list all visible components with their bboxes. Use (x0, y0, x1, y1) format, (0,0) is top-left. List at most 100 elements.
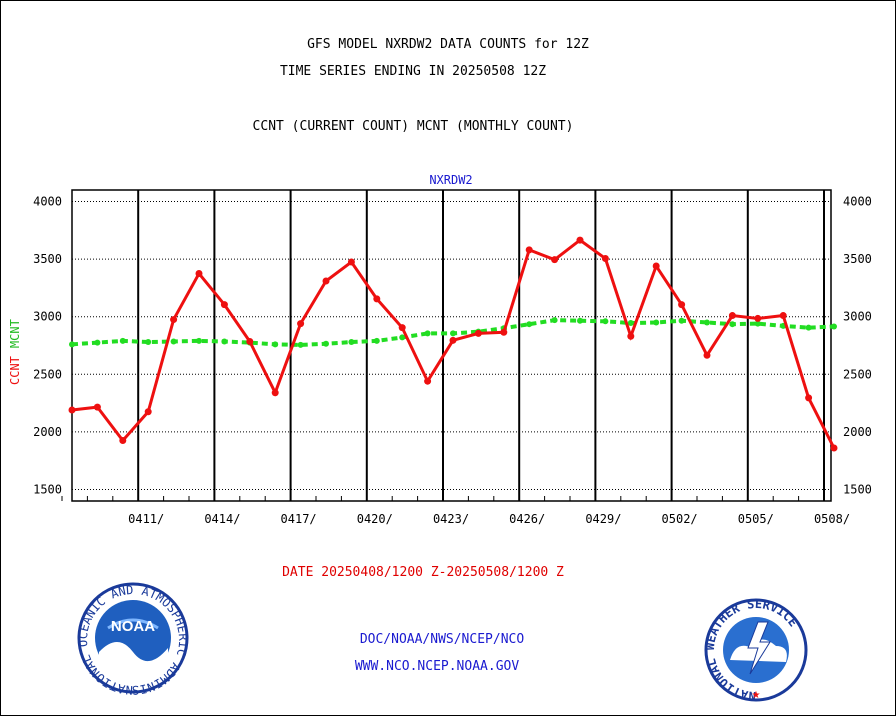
mcnt-point (69, 341, 75, 348)
star-icon: ★ (752, 690, 761, 701)
mcnt-point (145, 339, 152, 346)
ccnt-point (398, 324, 406, 332)
ccnt-point (271, 389, 279, 397)
x-tick-label: 0417/ (281, 512, 317, 526)
page-subtitle: TIME SERIES ENDING IN 20250508 12Z (279, 64, 547, 79)
ccnt-point (322, 277, 330, 285)
nws-logo: NATIONAL WEATHER SERVICE ★ (703, 597, 808, 703)
mcnt-point (729, 321, 736, 328)
ccnt-point (551, 256, 559, 264)
ccnt-line (71, 238, 836, 449)
mcnt-point (196, 337, 202, 344)
website-link[interactable]: WWW.NCO.NCEP.NOAA.GOV (354, 659, 520, 674)
ccnt-point (652, 262, 660, 270)
page-title: GFS MODEL NXRDW2 DATA COUNTS for 12Z (307, 37, 589, 52)
ccnt-point (220, 301, 228, 309)
ccnt-point (830, 444, 838, 452)
ccnt-point (728, 312, 736, 320)
ccnt-series (68, 236, 838, 452)
org-path-link[interactable]: DOC/NOAA/NWS/NCEP/NCO (359, 632, 525, 647)
mcnt-point (602, 318, 609, 325)
ccnt-point (195, 270, 203, 278)
mcnt-point (119, 337, 126, 344)
mcnt-point (450, 330, 456, 337)
ccnt-point (347, 258, 355, 266)
y-tick-label-left: 3500 (33, 252, 62, 266)
y-tick-label-left: 1500 (33, 482, 62, 496)
ccnt-point (525, 246, 533, 254)
x-tick-label: 0420/ (357, 512, 393, 526)
y-tick-label-right: 4000 (843, 195, 872, 209)
mcnt-point (805, 324, 812, 331)
y-tick-label-left: 2500 (33, 367, 62, 381)
mcnt-point (653, 319, 660, 326)
y-tick-label-right: 2500 (843, 367, 872, 381)
ccnt-point (373, 295, 381, 303)
ccnt-point (754, 314, 762, 322)
mcnt-point (526, 321, 533, 328)
y-tick-label-left: 3000 (33, 310, 62, 324)
y-axis-label: CCNT MCNT (8, 319, 22, 385)
ccnt-point (779, 312, 787, 320)
y-tick-label-right: 3000 (843, 310, 872, 324)
mcnt-point (94, 339, 101, 346)
mcnt-point (424, 330, 431, 337)
ccnt-point (576, 236, 584, 244)
mcnt-point (170, 338, 177, 345)
mcnt-point (704, 319, 710, 326)
chart-grid (72, 190, 831, 501)
noaa-logo-text: NOAA (111, 618, 155, 635)
ccnt-point (93, 403, 101, 411)
ccnt-point (678, 301, 686, 309)
ccnt-axis-label: CCNT (8, 356, 22, 385)
ccnt-point (424, 377, 432, 385)
x-tick-label: 0423/ (433, 512, 469, 526)
x-tick-label: 0414/ (204, 512, 240, 526)
y-tick-label-left: 2000 (33, 425, 62, 439)
y-tick-label-right: 1500 (843, 482, 872, 496)
noaa-ring-text: NATIONAL OCEANIC AND ATMOSPHERIC ADMINIS… (0, 0, 190, 697)
ccnt-point (703, 351, 711, 359)
ccnt-point (449, 336, 457, 344)
mcnt-point (754, 320, 761, 327)
mcnt-point (551, 317, 558, 324)
mcnt-point (272, 341, 279, 348)
x-tick-label: 0411/ (128, 512, 164, 526)
x-tick-label: 0426/ (509, 512, 545, 526)
ccnt-point (601, 255, 609, 263)
ccnt-point (246, 337, 254, 345)
x-tick-label: 0429/ (585, 512, 621, 526)
mcnt-point (348, 339, 355, 346)
mcnt-point (221, 338, 228, 345)
y-tick-label-left: 4000 (33, 195, 62, 209)
x-axis: 0411/0414/0417/0420/0423/0426/0429/0502/… (61, 496, 850, 526)
ccnt-point (627, 332, 635, 340)
chart-title: NXRDW2 (429, 173, 472, 187)
noaa-logo: NATIONAL OCEANIC AND ATMOSPHERIC ADMINIS… (0, 0, 190, 697)
y-tick-label-right: 3500 (843, 252, 872, 266)
mcnt-point (399, 334, 406, 341)
date-range: DATE 20250408/1200 Z-20250508/1200 Z (282, 565, 564, 580)
ccnt-point (119, 437, 127, 445)
ccnt-point (474, 329, 482, 337)
mcnt-axis-label: MCNT (8, 319, 22, 348)
left-y-axis: 1500 2000 2500 3000 3500 4000 (33, 195, 62, 497)
ccnt-point (805, 394, 813, 402)
mcnt-point (831, 323, 837, 330)
ccnt-point (144, 408, 152, 416)
mcnt-point (678, 317, 685, 324)
series-description: CCNT (CURRENT COUNT) MCNT (MONTHLY COUNT… (252, 119, 574, 134)
right-y-axis: 1500 2000 2500 3000 3500 4000 (843, 195, 872, 497)
x-tick-label: 0505/ (738, 512, 774, 526)
x-tick-label: 0508/ (814, 512, 850, 526)
mcnt-point (627, 320, 634, 327)
y-tick-label-right: 2000 (843, 425, 872, 439)
x-tick-label: 0502/ (662, 512, 698, 526)
mcnt-point (373, 337, 380, 344)
ccnt-point (170, 316, 178, 324)
ccnt-point (297, 320, 305, 328)
mcnt-point (297, 341, 304, 348)
ccnt-point (68, 406, 76, 414)
mcnt-point (577, 317, 583, 324)
